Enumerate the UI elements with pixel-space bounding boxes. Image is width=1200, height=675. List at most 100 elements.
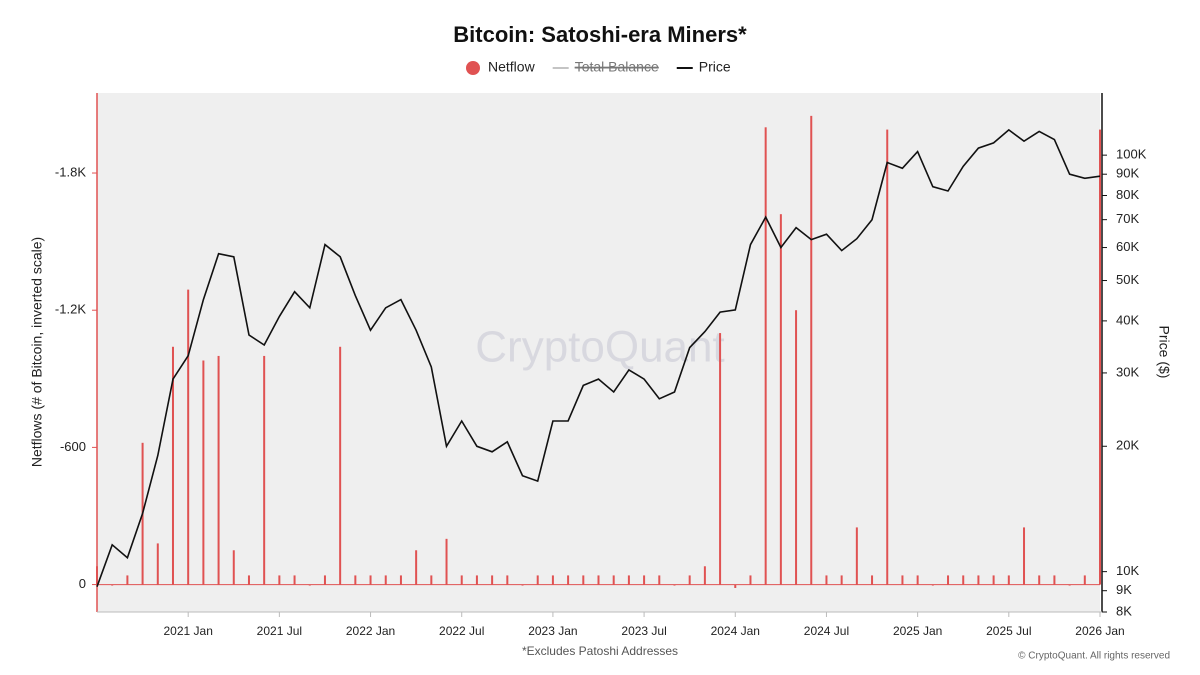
- netflow-bar: [567, 575, 570, 585]
- netflow-bar: [840, 575, 843, 585]
- netflow-bar: [293, 575, 296, 585]
- netflow-bar: [931, 584, 934, 586]
- y2-tick-label: 100K: [1116, 147, 1147, 162]
- netflow-bar: [111, 584, 114, 586]
- x-tick-label: 2021 Jan: [163, 624, 212, 638]
- x-tick-label: 2024 Jan: [711, 624, 760, 638]
- y2-tick-label: 50K: [1116, 272, 1139, 287]
- netflow-bar: [734, 584, 737, 588]
- netflow-bar: [278, 575, 281, 585]
- netflow-bar: [871, 575, 874, 585]
- netflow-bar: [1038, 575, 1041, 585]
- netflow-bar: [992, 575, 995, 585]
- netflow-bar: [126, 575, 129, 585]
- netflow-bar: [749, 575, 752, 585]
- y2-tick-label: 8K: [1116, 603, 1132, 618]
- netflow-bar: [779, 214, 782, 585]
- netflow-bar: [810, 115, 813, 585]
- netflow-bar: [491, 575, 494, 585]
- netflow-bar: [627, 575, 630, 585]
- netflow-bar: [369, 575, 372, 585]
- netflow-bar: [521, 584, 524, 586]
- netflow-bar: [187, 289, 190, 585]
- netflow-bar: [232, 550, 235, 585]
- netflow-bar: [658, 575, 661, 585]
- netflow-bar: [825, 575, 828, 585]
- legend-label[interactable]: Price: [699, 59, 731, 75]
- y2-tick-label: 30K: [1116, 364, 1139, 379]
- netflow-bar: [171, 346, 174, 585]
- netflow-bar: [703, 566, 706, 585]
- netflow-bar: [1007, 575, 1010, 585]
- y-tick-label: 0: [79, 576, 86, 591]
- y2-tick-label: 80K: [1116, 187, 1139, 202]
- netflow-bar: [673, 584, 676, 586]
- legend-label[interactable]: Netflow: [488, 59, 536, 75]
- netflow-bar: [551, 575, 554, 585]
- netflow-bar: [263, 355, 266, 585]
- y2-tick-label: 70K: [1116, 211, 1139, 226]
- copyright: © CryptoQuant. All rights reserved: [1018, 651, 1170, 662]
- netflow-bar: [445, 538, 448, 585]
- x-tick-label: 2023 Jan: [528, 624, 577, 638]
- netflow-bar: [430, 575, 433, 585]
- x-tick-label: 2023 Jul: [621, 624, 666, 638]
- y2-axis-label: Price ($): [1156, 326, 1172, 379]
- netflow-bar: [247, 575, 250, 585]
- netflow-bar: [901, 575, 904, 585]
- legend-marker: [466, 61, 480, 75]
- netflow-bar: [795, 310, 798, 585]
- netflow-bar: [536, 575, 539, 585]
- chart-title: Bitcoin: Satoshi-era Miners*: [453, 22, 747, 47]
- netflow-bar: [643, 575, 646, 585]
- y-tick-label: -1.2K: [55, 302, 86, 317]
- netflow-bar: [688, 575, 691, 585]
- netflow-bar: [855, 527, 858, 585]
- x-tick-label: 2026 Jan: [1075, 624, 1124, 638]
- netflow-bar: [354, 575, 357, 585]
- netflow-bar: [916, 575, 919, 585]
- netflow-bar: [415, 550, 418, 585]
- y2-tick-label: 60K: [1116, 239, 1139, 254]
- netflow-bar: [977, 575, 980, 585]
- x-tick-label: 2021 Jul: [257, 624, 302, 638]
- netflow-bar: [202, 360, 205, 585]
- y-tick-label: -1.8K: [55, 164, 86, 179]
- y2-tick-label: 10K: [1116, 563, 1139, 578]
- netflow-bar: [460, 575, 463, 585]
- netflow-bar: [1083, 575, 1086, 585]
- netflow-bar: [1053, 575, 1056, 585]
- netflow-bar: [1068, 584, 1071, 586]
- netflow-bar: [506, 575, 509, 585]
- x-tick-label: 2024 Jul: [804, 624, 849, 638]
- netflow-bar: [886, 129, 889, 585]
- y2-tick-label: 90K: [1116, 166, 1139, 181]
- y2-tick-label: 40K: [1116, 312, 1139, 327]
- netflow-bar: [1099, 129, 1101, 585]
- netflow-bar: [475, 575, 478, 585]
- y-axis-label: Netflows (# of Bitcoin, inverted scale): [29, 237, 45, 467]
- footnote: *Excludes Patoshi Addresses: [522, 644, 678, 658]
- netflow-bar: [764, 127, 767, 585]
- x-tick-label: 2022 Jul: [439, 624, 484, 638]
- price-line: [96, 128, 1101, 587]
- x-tick-label: 2022 Jan: [346, 624, 395, 638]
- y-tick-label: -600: [60, 439, 86, 454]
- y2-tick-label: 9K: [1116, 582, 1132, 597]
- netflow-bar: [947, 575, 950, 585]
- netflow-bar: [339, 346, 342, 585]
- netflow-bar: [597, 575, 600, 585]
- netflow-bar: [962, 575, 965, 585]
- netflow-bar: [96, 566, 98, 585]
- x-tick-label: 2025 Jan: [893, 624, 942, 638]
- x-tick-label: 2025 Jul: [986, 624, 1031, 638]
- netflow-bar: [323, 575, 326, 585]
- netflow-bar: [612, 575, 615, 585]
- netflow-bar: [582, 575, 585, 585]
- netflow-bar: [1023, 527, 1026, 585]
- netflow-bar: [399, 575, 402, 585]
- legend-label[interactable]: Total Balance: [575, 59, 659, 75]
- y2-tick-label: 20K: [1116, 438, 1139, 453]
- netflow-bar: [719, 333, 722, 585]
